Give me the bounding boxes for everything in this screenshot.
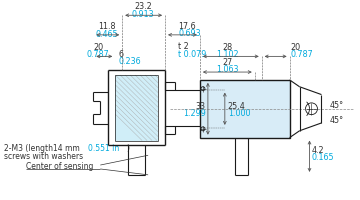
Text: ): ): [126, 144, 129, 153]
Text: 0.913: 0.913: [132, 10, 154, 19]
Text: 23.2: 23.2: [134, 2, 152, 11]
Text: 33: 33: [196, 102, 206, 111]
Bar: [200, 80, 289, 138]
Text: 4.2: 4.2: [311, 146, 324, 155]
Text: 0.787: 0.787: [87, 50, 110, 59]
Text: 0.165: 0.165: [311, 153, 334, 162]
Text: 2-M3 (length14 mm: 2-M3 (length14 mm: [4, 144, 82, 153]
Text: 0.236: 0.236: [118, 57, 141, 66]
Text: 20: 20: [291, 43, 301, 52]
Text: 0.465: 0.465: [96, 30, 118, 39]
Text: 1.299: 1.299: [183, 109, 206, 118]
Text: 0.693: 0.693: [178, 29, 201, 38]
Text: 45°: 45°: [329, 116, 343, 125]
Text: 20: 20: [93, 43, 103, 52]
Text: 1.000: 1.000: [228, 109, 250, 118]
Text: 27: 27: [223, 58, 233, 67]
Text: 28: 28: [223, 43, 233, 52]
Text: screws with washers: screws with washers: [4, 152, 83, 161]
Text: 17.6: 17.6: [178, 22, 195, 31]
Text: 45°: 45°: [329, 101, 343, 110]
Text: 1.102: 1.102: [216, 50, 239, 59]
Text: t 2: t 2: [178, 42, 189, 51]
Text: 25.4: 25.4: [228, 102, 246, 111]
Text: t 0.079: t 0.079: [178, 50, 206, 59]
Text: 11.8: 11.8: [99, 22, 116, 31]
Text: 1.063: 1.063: [217, 65, 239, 74]
Text: 6: 6: [118, 50, 123, 59]
Text: 0.551 in: 0.551 in: [88, 144, 120, 153]
Bar: [115, 75, 158, 141]
Text: Center of sensing: Center of sensing: [26, 162, 93, 171]
Text: 0.787: 0.787: [291, 50, 313, 59]
